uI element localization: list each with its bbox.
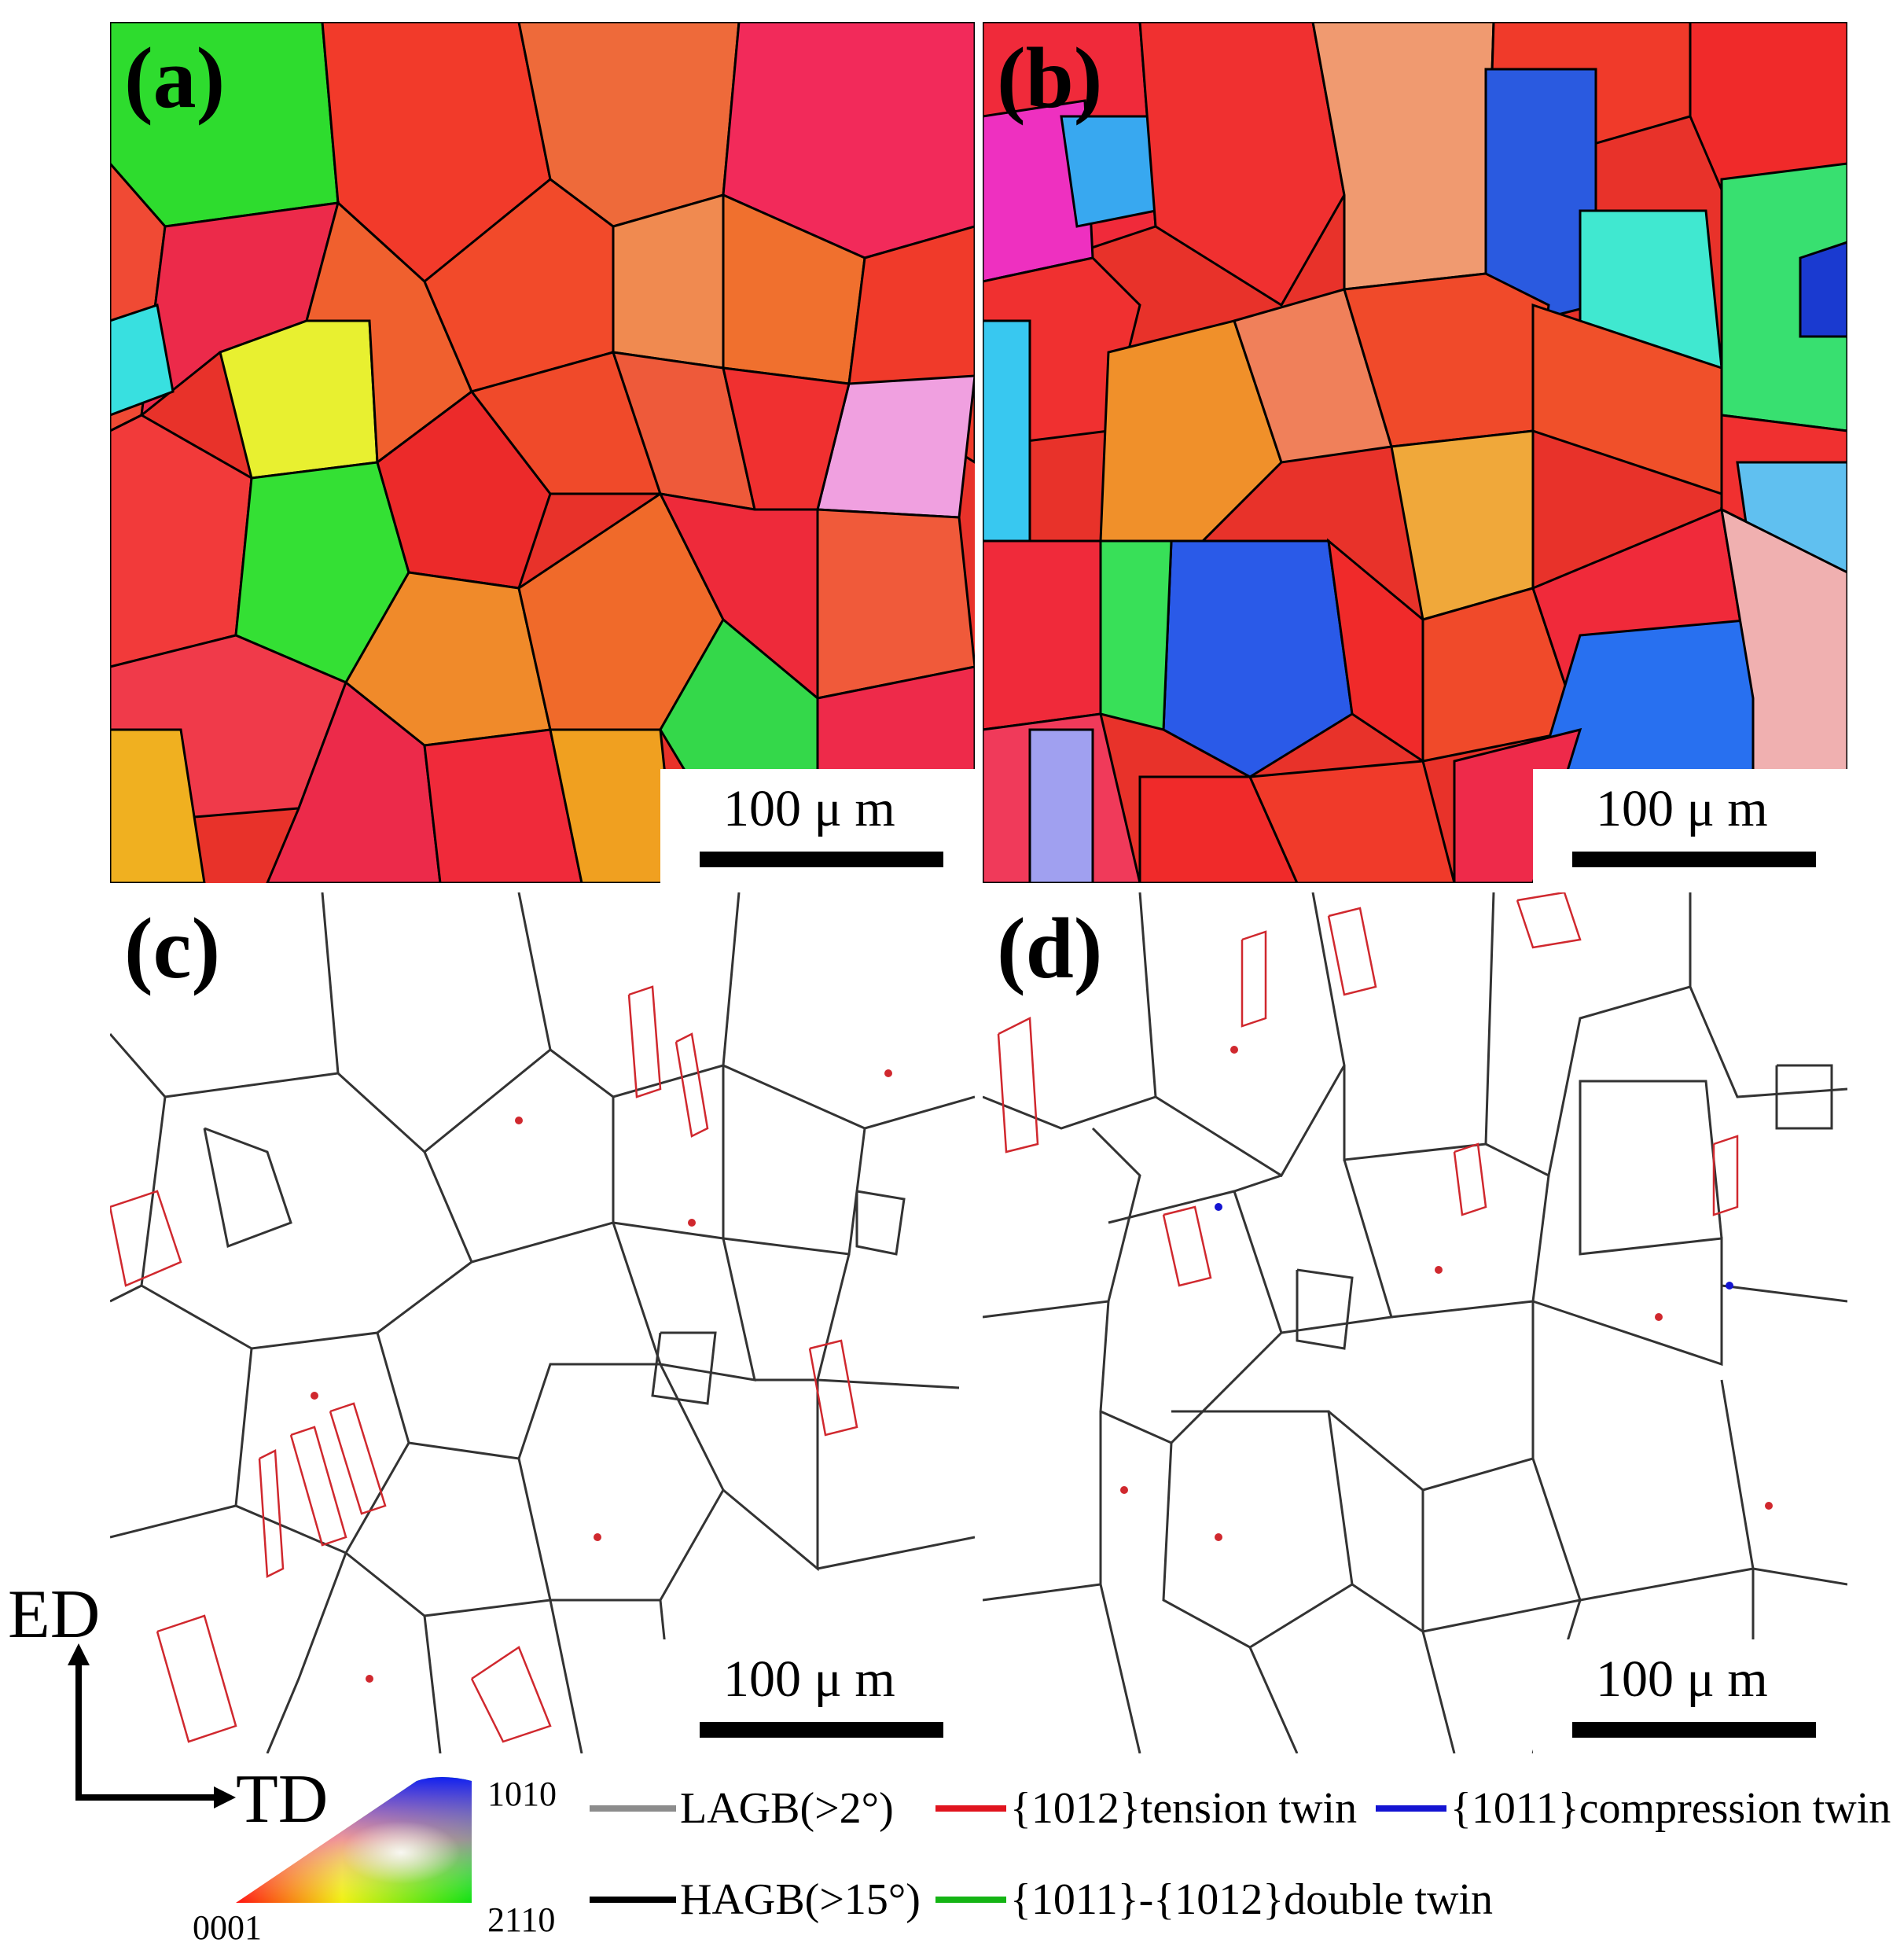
- panel-d-scale-bar: [1572, 1722, 1816, 1738]
- panel-b-scale-box: 100 μ m: [1533, 769, 1847, 883]
- panel-c-scale-box: 100 μ m: [660, 1639, 975, 1753]
- panel-c-scale-text: 100 μ m: [723, 1650, 895, 1708]
- legend-compression-swatch: [1376, 1805, 1446, 1812]
- panel-b-scale-bar: [1572, 852, 1816, 867]
- legend-double-label: {1011}-{1012}double twin: [1010, 1875, 1494, 1924]
- panel-b-ipf-map: (b) 100 μ m: [983, 22, 1847, 883]
- panel-d-scale-box: 100 μ m: [1533, 1639, 1847, 1753]
- legend-lagb-swatch: [590, 1805, 676, 1812]
- panel-d-scale-text: 100 μ m: [1596, 1650, 1768, 1708]
- panel-b-label: (b): [997, 30, 1103, 126]
- legend-double-swatch: [935, 1897, 1006, 1903]
- panel-a-scale-box: 100 μ m: [660, 769, 975, 883]
- legend-lagb-label: LAGB(>2°): [680, 1784, 894, 1833]
- ipf-label-1010: 1010: [487, 1775, 557, 1813]
- panel-a-grain-mosaic: [110, 22, 975, 883]
- panel-d-boundaries: [983, 892, 1847, 1753]
- ipf-color-triangle: [236, 1777, 472, 1903]
- panel-a-scale-bar: [700, 852, 943, 867]
- legend-compression-label: {1011}compression twin: [1450, 1784, 1891, 1833]
- ipf-label-0001: 0001: [193, 1908, 262, 1947]
- panel-a-scale-text: 100 μ m: [723, 780, 895, 837]
- panel-a-ipf-map: (a) 100 μ m: [110, 22, 975, 883]
- legend-tension-label: {1012}tension twin: [1010, 1784, 1358, 1833]
- ed-axis-label: ED: [8, 1577, 101, 1653]
- ipf-label-2110: 2110: [487, 1900, 556, 1939]
- panel-c-boundary-map: (c) 100 μ m: [110, 892, 975, 1753]
- panel-d-label: (d): [997, 900, 1103, 996]
- legend-tension-swatch: [935, 1805, 1006, 1812]
- panel-c-label: (c): [124, 900, 221, 996]
- panel-b-grain-mosaic: [983, 22, 1847, 883]
- panel-c-boundaries: [110, 892, 975, 1753]
- panel-b-scale-text: 100 μ m: [1596, 780, 1768, 837]
- td-axis-label: TD: [236, 1761, 329, 1838]
- axis-arrows: [68, 1643, 236, 1808]
- legend-hagb-swatch: [590, 1897, 676, 1903]
- legend-hagb-label: HAGB(>15°): [680, 1875, 921, 1924]
- panel-d-boundary-map: (d) 100 μ m: [983, 892, 1847, 1753]
- panel-a-label: (a): [124, 30, 226, 126]
- panel-c-scale-bar: [700, 1722, 943, 1738]
